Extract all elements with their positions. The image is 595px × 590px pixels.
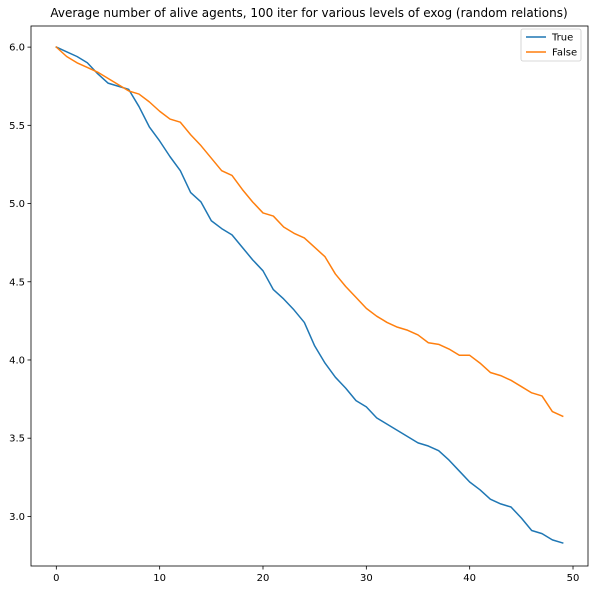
y-tick-label: 3.0 <box>9 512 25 523</box>
x-tick-label: 10 <box>153 573 166 584</box>
legend-label-true: True <box>551 33 573 44</box>
legend-label-false: False <box>552 48 577 59</box>
x-tick-label: 40 <box>463 573 476 584</box>
y-tick-label: 5.0 <box>9 199 25 210</box>
legend: True False <box>520 28 582 62</box>
x-tick-label: 20 <box>257 573 270 584</box>
x-axis: 0 10 20 30 40 50 <box>53 566 579 584</box>
plot-area-frame <box>30 25 589 567</box>
y-tick-label: 4.0 <box>9 355 25 366</box>
x-tick-label: 0 <box>53 573 59 584</box>
y-tick-label: 3.5 <box>9 434 25 445</box>
y-tick-label: 4.5 <box>9 277 25 288</box>
x-tick-label: 50 <box>567 573 580 584</box>
series-line-true <box>55 46 564 544</box>
y-tick-label: 6.0 <box>9 43 25 54</box>
y-tick-label: 5.5 <box>9 121 25 132</box>
x-tick-label: 30 <box>360 573 373 584</box>
series-layer <box>55 46 564 544</box>
chart-title: Average number of alive agents, 100 iter… <box>50 6 567 20</box>
y-axis: 3.0 3.5 4.0 4.5 5.0 5.5 6.0 <box>9 43 31 523</box>
series-line-false <box>55 46 564 418</box>
